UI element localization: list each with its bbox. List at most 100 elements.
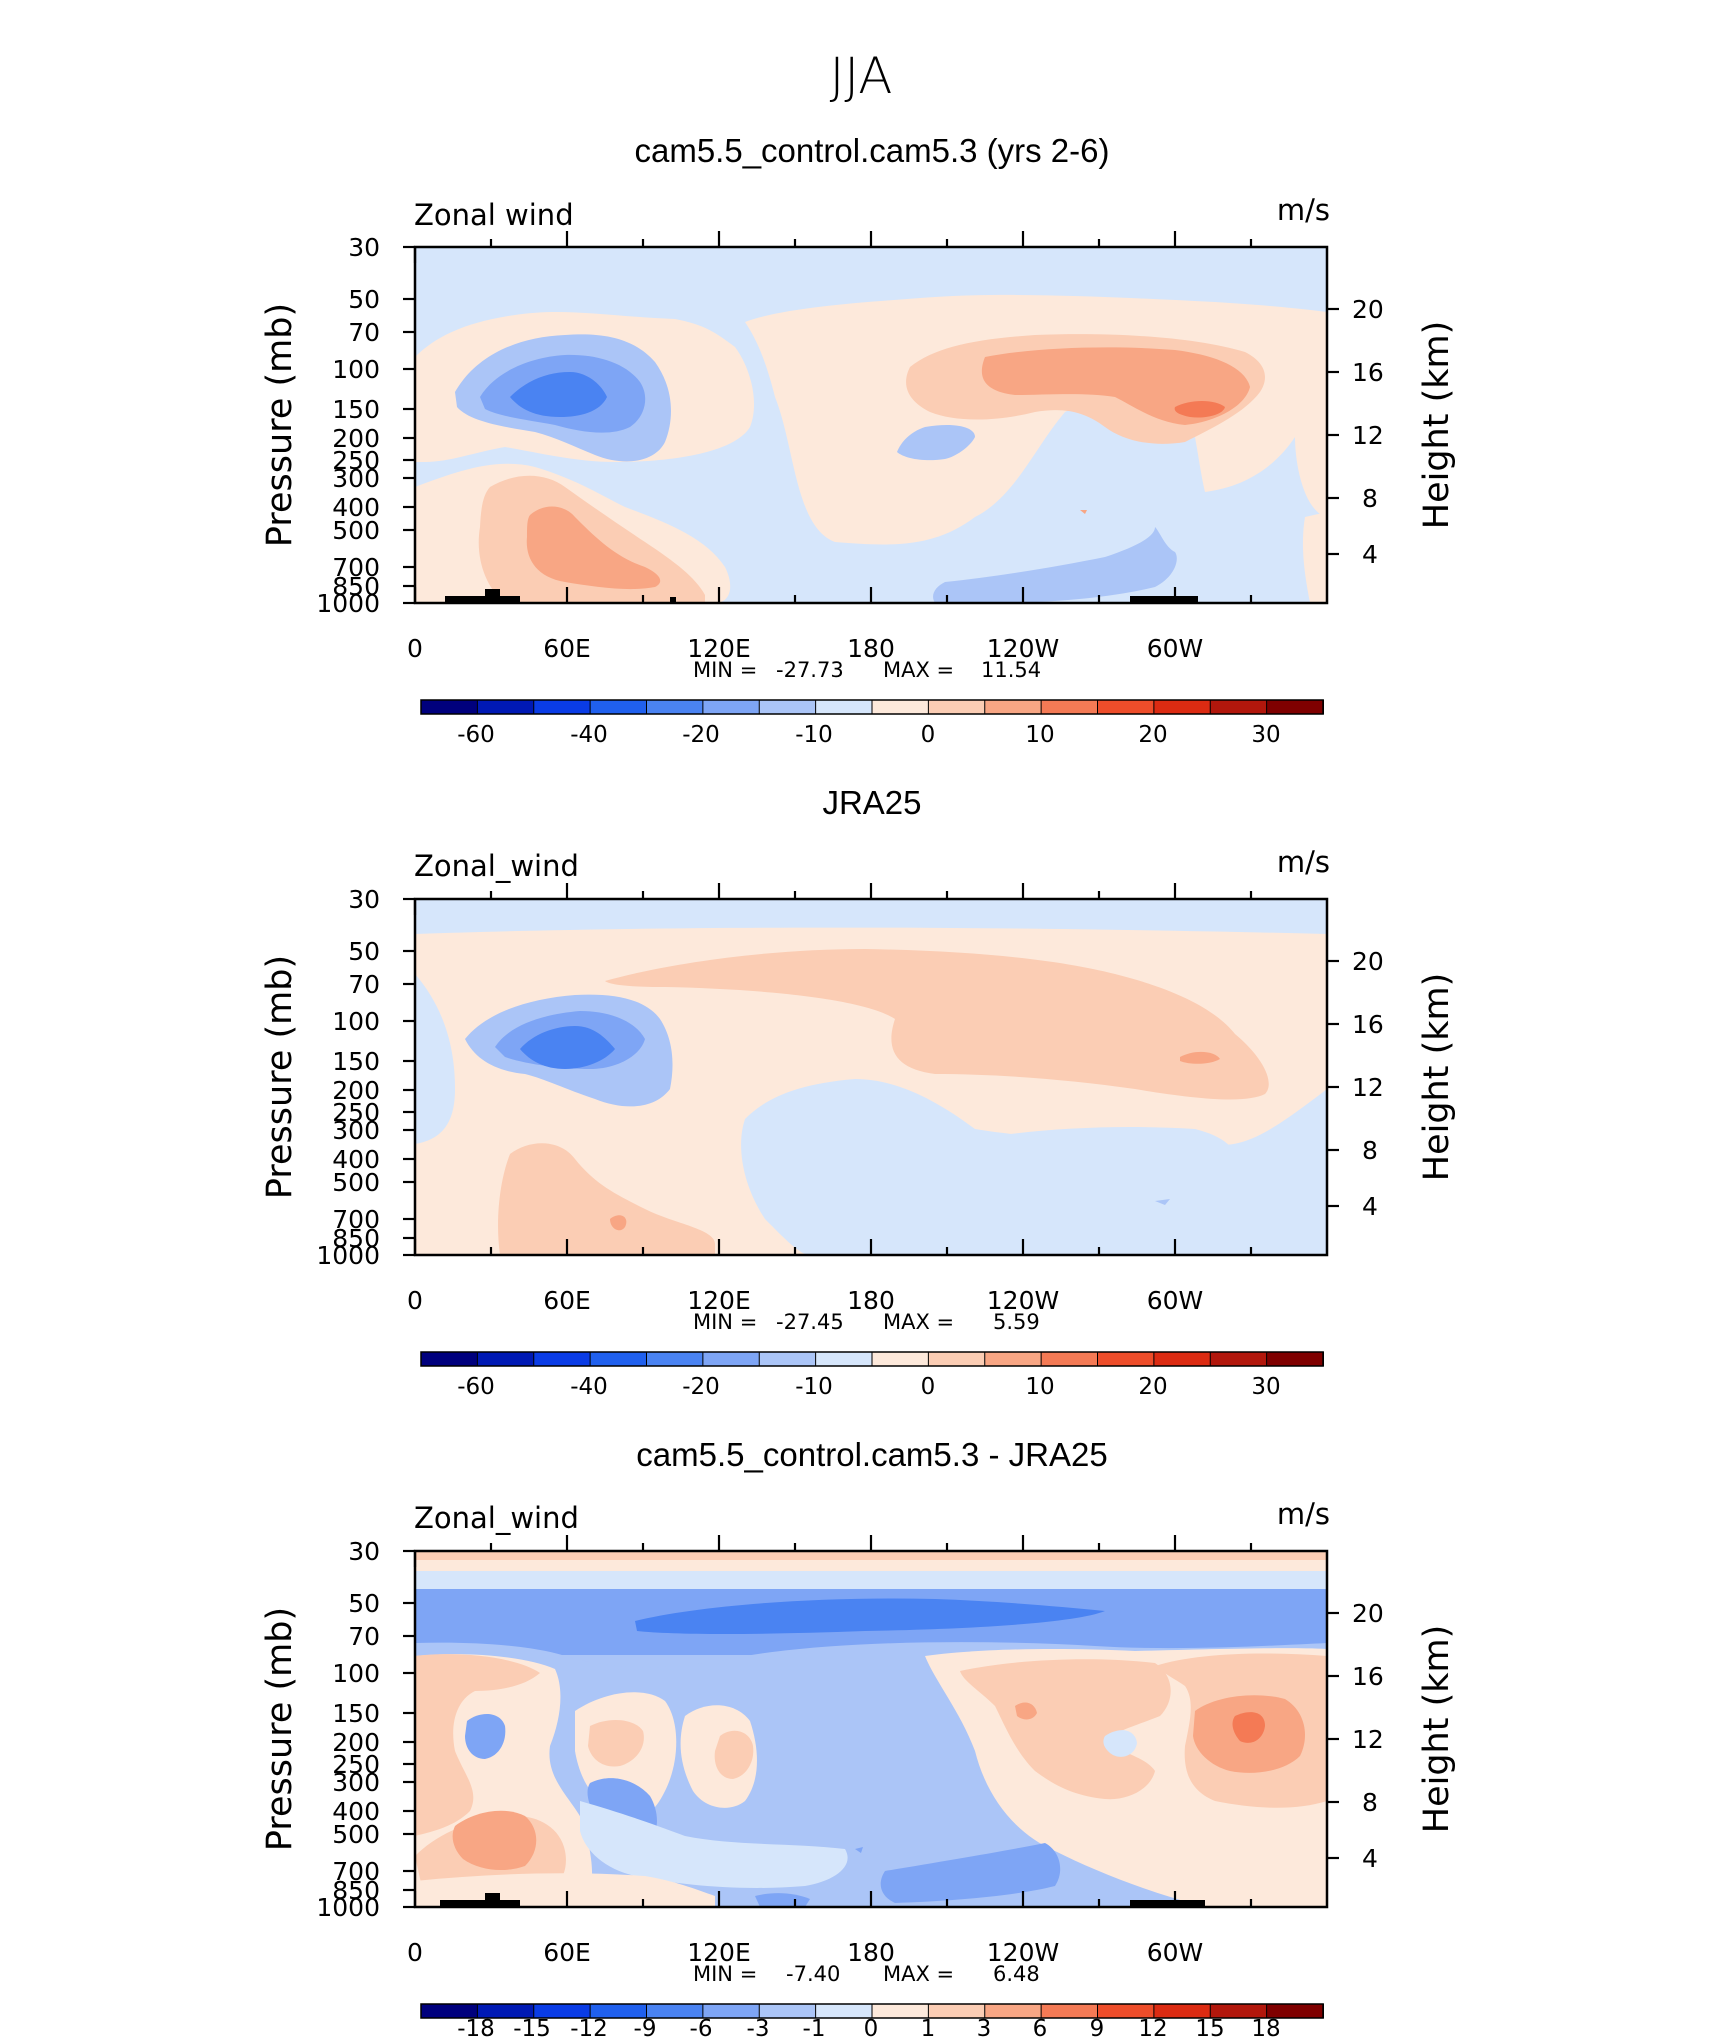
colorbar-swatch <box>1040 1351 1099 1367</box>
panel-2-min-value: -27.45 <box>776 1310 844 1334</box>
panel-2-colorbar <box>420 1351 1324 1367</box>
colorbar-swatch <box>758 699 817 715</box>
colorbar-swatch <box>815 699 873 715</box>
panel-1-max-value: 11.54 <box>981 658 1041 682</box>
panel-3: cam5.5_control.cam5.3 - JRA25 Zonal_wind… <box>260 1436 1457 2038</box>
panel-3-cb-label-0: 0 <box>864 2016 879 2038</box>
panel-2-xtick-120w: 120W <box>987 1286 1059 1315</box>
panel-1: cam5.5_control.cam5.3 (yrs 2-6) Zonal wi… <box>260 132 1457 748</box>
panel-2-min-label: MIN = <box>693 1310 757 1334</box>
colorbar-swatch <box>420 1351 479 1367</box>
panel-1-ytick-70: 70 <box>348 318 380 347</box>
colorbar-swatch <box>702 699 761 715</box>
colorbar-swatch <box>871 699 930 715</box>
panel-2: JRA25 Zonal_wind m/s <box>260 784 1457 1400</box>
panel-1-xtick-60e: 60E <box>543 634 591 663</box>
panel-2-ylabel-right: Height (km) <box>1417 973 1457 1182</box>
panel-1-stats: MIN = -27.73 MAX = 11.54 <box>693 658 1041 682</box>
panel-3-xtick-120e: 120E <box>687 1938 751 1967</box>
colorbar-swatch <box>1153 699 1212 715</box>
colorbar-swatch <box>533 1351 592 1367</box>
panel-3-ytick-500: 500 <box>332 1820 380 1849</box>
panel-2-title: JRA25 <box>822 784 921 821</box>
panel-2-variable-label: Zonal_wind <box>414 849 579 883</box>
panel-2-ytick-70: 70 <box>348 970 380 999</box>
panel-3-max-label: MAX = <box>883 1962 954 1986</box>
panel-3-xtick-0: 0 <box>407 1938 423 1967</box>
panel-2-plot-area <box>415 899 1327 1255</box>
panel-2-cb-label-neg20: -20 <box>682 1374 720 1400</box>
panel-1-cb-label-neg20: -20 <box>682 722 720 748</box>
colorbar-swatch <box>815 1351 873 1367</box>
panel-2-height-12: 12 <box>1352 1073 1384 1102</box>
panel-2-ylabel: Pressure (mb) <box>260 955 300 1199</box>
panel-1-xtick-0: 0 <box>407 634 423 663</box>
panel-1-min-label: MIN = <box>693 658 757 682</box>
panel-3-stats: MIN = -7.40 MAX = 6.48 <box>693 1962 1040 1986</box>
panel-1-xtick-120e: 120E <box>687 634 751 663</box>
panel-2-ytick-300: 300 <box>332 1116 380 1145</box>
panel-1-cb-label-neg40: -40 <box>570 722 608 748</box>
panel-1-right-tick-labels: 20 16 12 8 4 <box>1352 295 1384 569</box>
panel-3-y-ticks <box>403 1549 1339 1909</box>
panel-1-x-ticks <box>413 231 1253 603</box>
panel-2-cb-label-neg60: -60 <box>457 1374 495 1400</box>
panel-2-ytick-1000: 1000 <box>316 1241 380 1270</box>
panel-3-plot-area <box>415 1551 1327 1907</box>
panel-3-min-label: MIN = <box>693 1962 757 1986</box>
panel-1-cb-label-10: 10 <box>1025 722 1054 748</box>
panel-1-height-12: 12 <box>1352 421 1384 450</box>
panel-3-cb-label-neg3: -3 <box>747 2016 770 2038</box>
panel-3-cb-label-12: 12 <box>1138 2016 1167 2038</box>
panel-3-x-ticks <box>413 1535 1253 1907</box>
panel-3-cb-label-neg15: -15 <box>513 2016 551 2038</box>
panel-2-max-label: MAX = <box>883 1310 954 1334</box>
panel-3-height-20: 20 <box>1352 1599 1384 1628</box>
panel-2-ytick-700: 700 <box>332 1205 380 1234</box>
panel-2-y-tick-labels: 30 50 70 100 150 200 250 300 400 500 700… <box>316 885 380 1270</box>
panel-2-ytick-250: 250 <box>332 1098 380 1127</box>
colorbar-swatch <box>1097 1351 1155 1367</box>
panel-3-variable-label: Zonal_wind <box>414 1501 579 1535</box>
panel-3-cb-label-9: 9 <box>1090 2016 1105 2038</box>
panel-3-ytick-300: 300 <box>332 1768 380 1797</box>
panel-2-height-8: 8 <box>1362 1136 1378 1165</box>
panel-1-xtick-120w: 120W <box>987 634 1059 663</box>
colorbar-swatch <box>1209 699 1268 715</box>
panel-2-ytick-200: 200 <box>332 1076 380 1105</box>
panel-2-y-ticks <box>403 897 1339 1257</box>
panel-3-ylabel-right: Height (km) <box>1417 1625 1457 1834</box>
panel-3-ytick-1000: 1000 <box>316 1893 380 1922</box>
panel-1-colorbar <box>420 699 1324 715</box>
panel-1-xtick-60w: 60W <box>1147 634 1204 663</box>
panel-1-ylabel: Pressure (mb) <box>260 303 300 547</box>
panel-3-ylabel: Pressure (mb) <box>260 1607 300 1851</box>
colorbar-swatch <box>927 699 986 715</box>
panel-2-ytick-400: 400 <box>332 1145 380 1174</box>
colorbar-swatch <box>533 699 592 715</box>
panel-3-ytick-250: 250 <box>332 1750 380 1779</box>
panel-3-xtick-180: 180 <box>847 1938 895 1967</box>
panel-2-xtick-120e: 120E <box>687 1286 751 1315</box>
panel-1-ytick-300: 300 <box>332 464 380 493</box>
panel-2-max-value: 5.59 <box>993 1310 1040 1334</box>
panel-3-xtick-60w: 60W <box>1147 1938 1204 1967</box>
colorbar-swatch <box>1266 699 1324 715</box>
colorbar-swatch <box>1153 1351 1212 1367</box>
panel-2-right-tick-labels: 20 16 12 8 4 <box>1352 947 1384 1221</box>
panel-1-ytick-500: 500 <box>332 516 380 545</box>
colorbar-swatch <box>984 1351 1043 1367</box>
panel-2-xtick-60w: 60W <box>1147 1286 1204 1315</box>
panel-1-ytick-100: 100 <box>332 355 380 384</box>
panel-3-y-tick-labels: 30 50 70 100 150 200 250 300 400 500 700… <box>316 1537 380 1922</box>
panel-3-cb-label-neg6: -6 <box>690 2016 713 2038</box>
panel-2-cb-label-neg40: -40 <box>570 1374 608 1400</box>
panel-1-min-value: -27.73 <box>776 658 844 682</box>
panel-2-stats: MIN = -27.45 MAX = 5.59 <box>693 1310 1040 1334</box>
panel-3-cb-label-neg9: -9 <box>634 2016 657 2038</box>
colorbar-swatch <box>758 1351 817 1367</box>
panel-3-ytick-200: 200 <box>332 1728 380 1757</box>
panel-2-ytick-150: 150 <box>332 1047 380 1076</box>
panel-2-cb-label-10: 10 <box>1025 1374 1054 1400</box>
